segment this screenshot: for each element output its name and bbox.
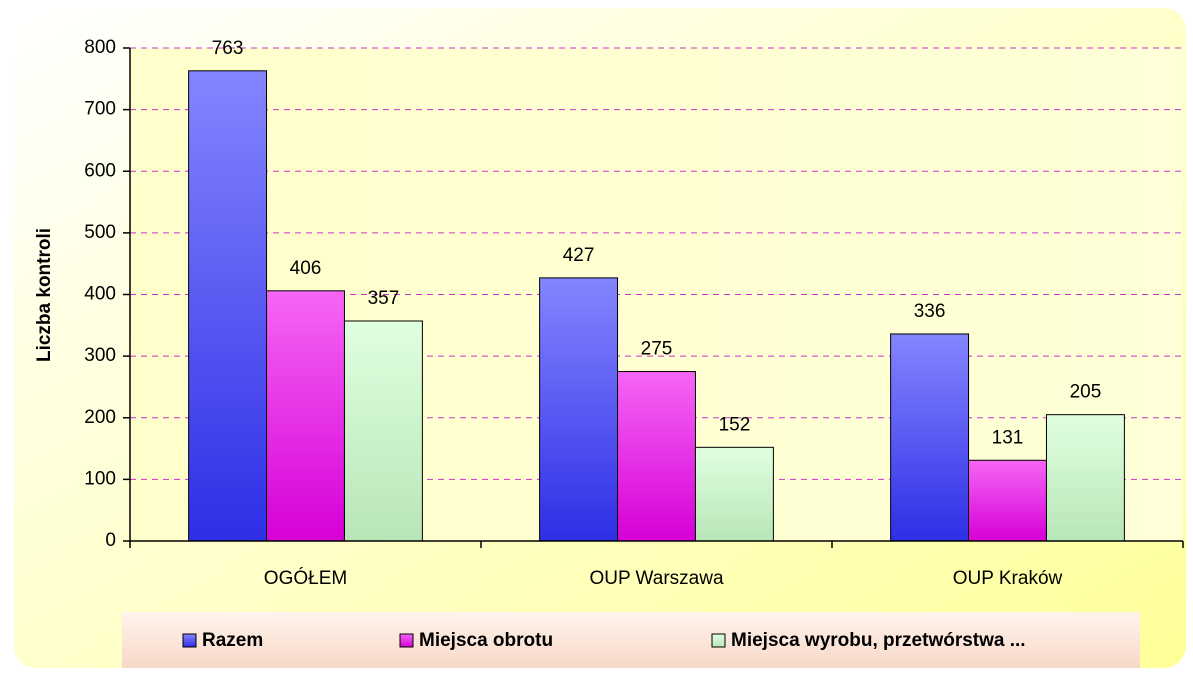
y-tick-label: 100 [84,468,116,489]
legend-label: Miejsca obrotu [419,630,553,651]
y-tick-label: 700 [84,99,116,120]
bar [188,70,268,542]
y-tick-label: 0 [105,530,116,551]
legend-box [122,612,1140,668]
legend-label: Miejsca wyrobu, przetwórstwa ... [731,630,1026,651]
data-label: 427 [563,245,595,266]
bar [266,290,345,542]
data-label: 275 [641,339,673,360]
legend-swatch [182,633,197,648]
data-label: 763 [212,38,244,59]
y-tick-label: 400 [84,284,116,305]
legend-swatch [399,633,414,648]
bar [617,371,696,542]
y-tick-label: 200 [84,407,116,428]
data-label: 205 [1070,382,1102,403]
bar [1045,414,1125,542]
x-tick-label: OUP Warszawa [589,568,724,589]
bar [890,333,970,542]
data-label: 357 [368,288,400,309]
legend-swatch [711,633,726,648]
legend-label: Razem [202,630,263,651]
bar [968,459,1047,542]
y-axis-label: Liczba kontroli [34,228,55,362]
x-tick-label: OUP Kraków [953,568,1063,589]
y-tick-label: 800 [84,37,116,58]
y-tick-label: 600 [84,160,116,181]
data-label: 131 [992,427,1024,448]
bar [694,446,774,542]
x-tick-label: OGÓŁEM [264,567,347,589]
y-tick-label: 500 [84,222,116,243]
data-label: 336 [914,301,946,322]
y-tick-label: 300 [84,345,116,366]
bar [343,320,423,542]
data-label: 152 [719,414,751,435]
bar [539,277,619,542]
data-label: 406 [290,258,322,279]
